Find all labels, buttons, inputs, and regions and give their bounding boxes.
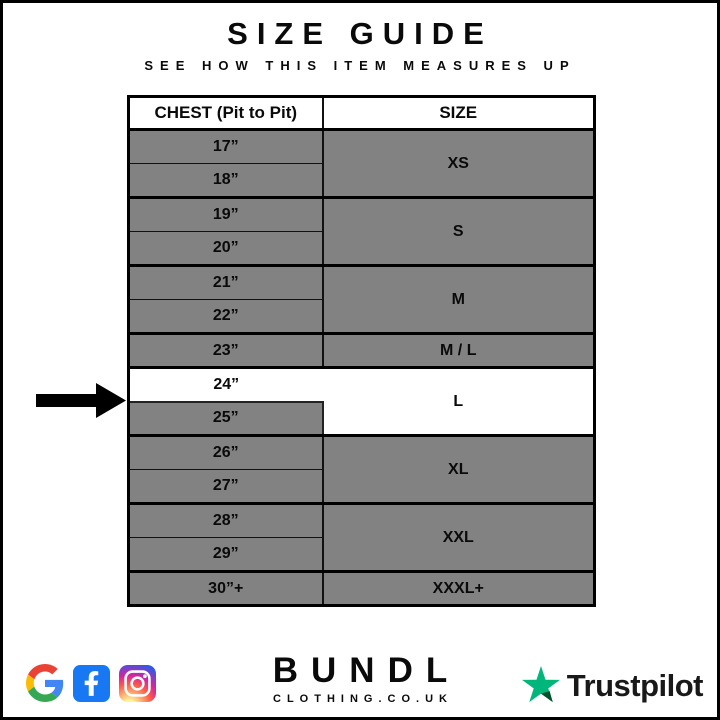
brand-name: BUNDL <box>272 651 461 690</box>
table-row: 18” <box>128 163 595 198</box>
chest-cell: 30”+ <box>128 570 324 606</box>
table-row: 23” M / L <box>128 332 595 368</box>
table-row: 17” XS <box>128 129 595 198</box>
chest-cell: 20” <box>128 231 324 266</box>
table-row: 27” <box>128 469 595 504</box>
chest-cell: 18” <box>128 163 324 198</box>
size-cell-m: M <box>322 264 595 334</box>
table-row: 29” <box>128 537 595 572</box>
table-row: 22” <box>128 299 595 334</box>
table-row: 21” M <box>128 264 595 334</box>
size-cell-xl: XL <box>322 434 595 504</box>
instagram-icon[interactable] <box>119 664 156 702</box>
size-cell-m-l: M / L <box>322 332 595 368</box>
brand-domain: CLOTHING.CO.UK <box>273 693 453 705</box>
chest-cell: 21” <box>128 264 324 300</box>
size-cell-xs: XS <box>322 129 595 198</box>
size-cell-s: S <box>322 196 595 266</box>
table-header-row: CHEST (Pit to Pit) SIZE <box>128 96 595 131</box>
chest-cell: 28” <box>128 502 324 538</box>
size-cell-l-highlighted: L <box>322 366 595 436</box>
chest-cell: 23” <box>128 332 324 368</box>
brand-logo: BUNDL CLOTHING.CO.UK <box>3 651 717 705</box>
page-title: SIZE GUIDE <box>227 16 493 51</box>
chest-cell: 17” <box>128 129 324 164</box>
chest-cell: 27” <box>128 469 324 504</box>
table-row: 20” <box>128 231 595 266</box>
page-subtitle: SEE HOW THIS ITEM MEASURES UP <box>144 58 576 73</box>
chest-cell: 22” <box>128 299 324 334</box>
size-cell-xxl: XXL <box>322 502 595 572</box>
highlight-arrow-icon <box>36 383 126 418</box>
chest-cell: 19” <box>128 196 324 232</box>
chest-cell: 29” <box>128 537 324 572</box>
chest-cell: 25” <box>128 400 324 436</box>
size-column-header: SIZE <box>322 96 595 131</box>
table-row-highlighted: 24” L <box>128 366 595 436</box>
table-row: 19” S <box>128 196 595 266</box>
google-icon[interactable] <box>26 664 64 702</box>
size-cell-xxxl: XXXL+ <box>322 570 595 606</box>
trustpilot-star-icon <box>521 666 560 703</box>
chest-column-header: CHEST (Pit to Pit) <box>128 96 324 131</box>
chest-cell: 26” <box>128 434 324 470</box>
table-row: 25” <box>128 400 595 436</box>
trustpilot-label: Trustpilot <box>566 668 704 703</box>
size-guide-table: CHEST (Pit to Pit) SIZE 17” XS 18” 19” S… <box>127 95 596 607</box>
table-row: 28” XXL <box>128 502 595 572</box>
social-icons-row <box>26 664 156 702</box>
table-row: 26” XL <box>128 434 595 504</box>
trustpilot-logo[interactable]: Trustpilot <box>521 666 704 706</box>
table-row: 30”+ XXXL+ <box>128 570 595 606</box>
facebook-icon[interactable] <box>73 664 110 702</box>
chest-cell-highlighted: 24” <box>128 366 323 402</box>
